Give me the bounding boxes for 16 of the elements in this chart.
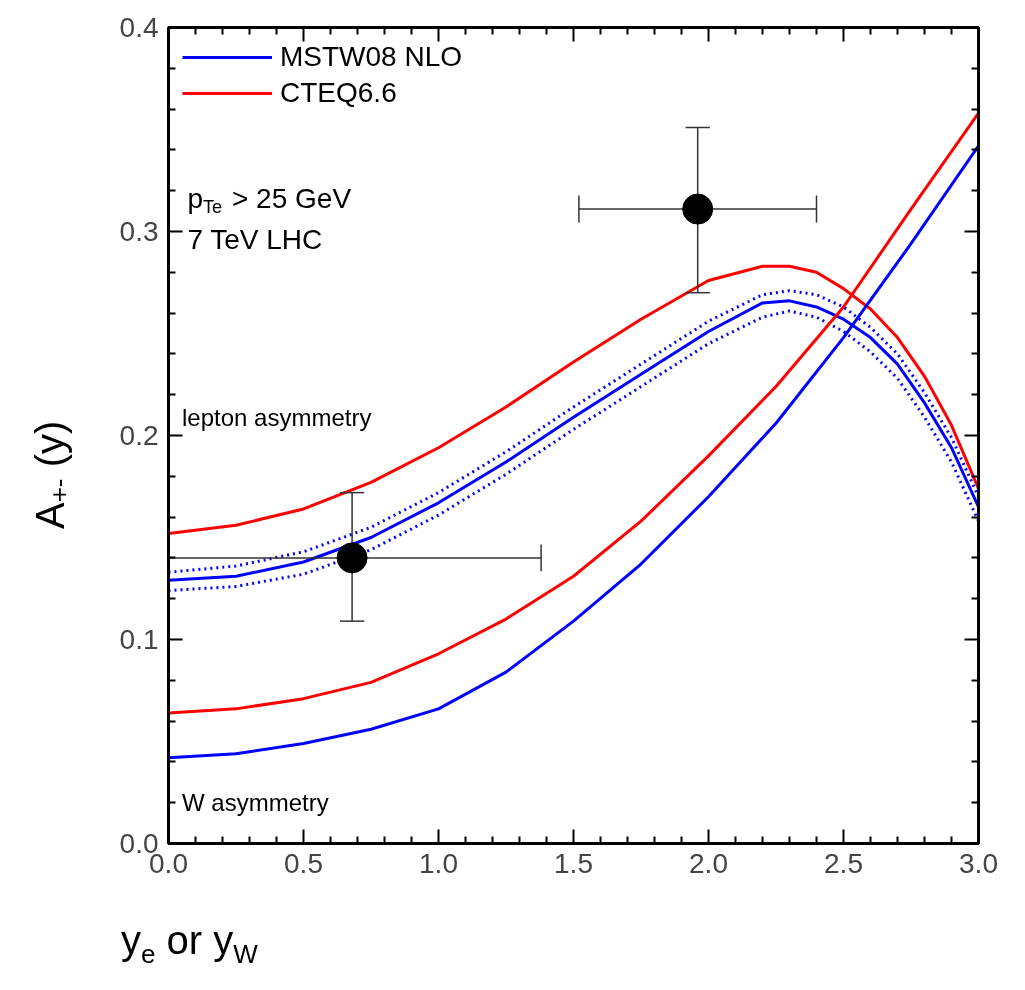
x-tick-label: 1.0 [419,847,458,879]
y-tick-label: 0.2 [119,420,159,451]
y-tick-label: 0.4 [119,12,159,43]
annotation: 7 TeV LHC [187,224,323,256]
y-tick-label: 0.3 [119,216,159,247]
y-tick-label: 0.1 [119,624,159,655]
annotation: lepton asymmetry [182,403,372,431]
x-tick-label: 1.5 [554,847,593,879]
legend-label: CTEQ6.6 [280,77,397,109]
x-tick-label: 3.0 [959,847,998,879]
x-tick-label: 0.5 [284,847,323,879]
annotation: W asymmetry [182,789,329,817]
x-axis-title: y$_{e}$ or y$_{W}$ [120,917,258,971]
x-tick-label: 2.0 [689,847,728,879]
legend-label: MSTW08 NLO [280,41,463,73]
x-tick-label: 2.5 [824,847,863,879]
